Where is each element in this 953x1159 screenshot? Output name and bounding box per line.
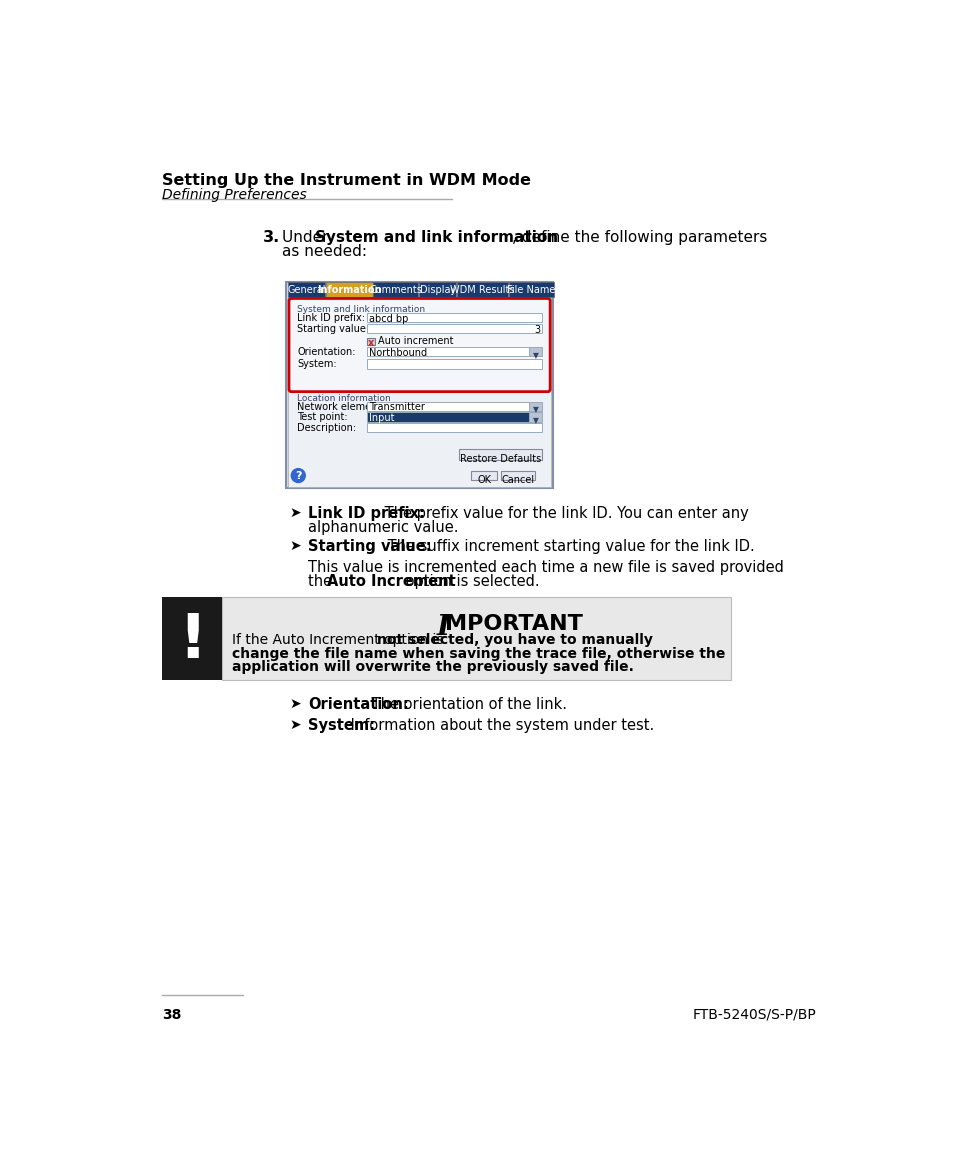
Text: File Name: File Name: [507, 285, 556, 296]
Text: Display: Display: [419, 285, 456, 296]
Text: ➤: ➤: [290, 719, 301, 732]
FancyBboxPatch shape: [458, 450, 542, 460]
Text: !: !: [177, 611, 206, 671]
FancyBboxPatch shape: [529, 413, 541, 422]
Text: ➤: ➤: [290, 698, 301, 712]
FancyBboxPatch shape: [529, 402, 541, 411]
Text: FTB-5240S/S-P/BP: FTB-5240S/S-P/BP: [692, 1007, 815, 1021]
Text: System and link information: System and link information: [297, 305, 425, 314]
Text: 3: 3: [534, 325, 539, 335]
Text: Location information: Location information: [297, 394, 391, 403]
FancyBboxPatch shape: [367, 359, 541, 369]
Text: The suffix increment starting value for the link ID.: The suffix increment starting value for …: [382, 539, 754, 554]
FancyBboxPatch shape: [289, 299, 550, 392]
FancyBboxPatch shape: [367, 323, 541, 333]
FancyBboxPatch shape: [367, 423, 541, 432]
Text: System and link information: System and link information: [315, 229, 558, 245]
Text: The prefix value for the link ID. You can enter any: The prefix value for the link ID. You ca…: [380, 506, 748, 522]
Text: Auto increment: Auto increment: [377, 336, 453, 347]
Text: System:: System:: [297, 359, 336, 370]
Text: Auto Increment: Auto Increment: [327, 574, 456, 589]
Text: Setting Up the Instrument in WDM Mode: Setting Up the Instrument in WDM Mode: [162, 173, 530, 188]
FancyBboxPatch shape: [529, 347, 541, 356]
Text: Starting value:: Starting value:: [297, 323, 369, 334]
Text: MPORTANT: MPORTANT: [445, 614, 582, 634]
FancyBboxPatch shape: [367, 402, 529, 411]
FancyBboxPatch shape: [326, 282, 373, 297]
FancyBboxPatch shape: [500, 471, 534, 480]
Text: Transmitter: Transmitter: [369, 402, 424, 413]
Text: OK: OK: [476, 475, 491, 484]
Text: Under: Under: [282, 229, 333, 245]
Text: Starting value:: Starting value:: [308, 539, 432, 554]
Text: Network element:: Network element:: [297, 402, 385, 411]
Text: ▼: ▼: [532, 351, 537, 359]
Text: , define the following parameters: , define the following parameters: [512, 229, 767, 245]
Text: This value is incremented each time a new file is saved provided: This value is incremented each time a ne…: [308, 560, 783, 575]
FancyBboxPatch shape: [367, 347, 529, 356]
Text: Defining Preferences: Defining Preferences: [162, 188, 306, 202]
Text: option is selected.: option is selected.: [400, 574, 538, 589]
Text: 38: 38: [162, 1007, 181, 1021]
Text: Description:: Description:: [297, 423, 356, 433]
Text: Information about the system under test.: Information about the system under test.: [346, 719, 654, 734]
Text: Information: Information: [316, 285, 381, 296]
FancyBboxPatch shape: [418, 282, 456, 297]
Text: ▼: ▼: [532, 416, 537, 425]
Text: as needed:: as needed:: [282, 243, 367, 258]
Text: the: the: [308, 574, 336, 589]
Text: Comments: Comments: [369, 285, 422, 296]
Text: Test point:: Test point:: [297, 413, 348, 422]
FancyBboxPatch shape: [222, 597, 731, 680]
Text: General: General: [287, 285, 326, 296]
Text: Cancel: Cancel: [500, 475, 534, 484]
Text: 3.: 3.: [262, 229, 279, 245]
Text: System:: System:: [308, 719, 375, 734]
Text: Orientation:: Orientation:: [297, 347, 355, 357]
FancyBboxPatch shape: [286, 282, 553, 488]
Text: Input: Input: [369, 414, 394, 423]
Text: Link ID prefix:: Link ID prefix:: [308, 506, 425, 522]
Text: Link ID prefix:: Link ID prefix:: [297, 313, 365, 323]
Text: ➤: ➤: [290, 539, 301, 553]
Text: I: I: [436, 614, 449, 641]
FancyBboxPatch shape: [367, 313, 541, 322]
FancyBboxPatch shape: [509, 282, 554, 297]
Text: If the Auto Increment option is: If the Auto Increment option is: [232, 633, 447, 647]
FancyBboxPatch shape: [367, 413, 529, 422]
Text: alphanumeric value.: alphanumeric value.: [308, 520, 458, 535]
Text: application will overwrite the previously saved file.: application will overwrite the previousl…: [232, 661, 633, 675]
FancyBboxPatch shape: [373, 282, 418, 297]
Text: WDM Results: WDM Results: [450, 285, 515, 296]
Text: ?: ?: [294, 471, 301, 481]
Text: The orientation of the link.: The orientation of the link.: [367, 698, 567, 713]
FancyBboxPatch shape: [288, 282, 325, 297]
Text: abcd bp: abcd bp: [369, 314, 408, 323]
FancyBboxPatch shape: [456, 282, 508, 297]
Text: not selected, you have to manually: not selected, you have to manually: [377, 633, 653, 647]
Text: Restore Defaults: Restore Defaults: [459, 454, 540, 464]
Text: x: x: [368, 337, 374, 348]
Text: ➤: ➤: [290, 506, 301, 520]
Text: change the file name when saving the trace file, otherwise the: change the file name when saving the tra…: [232, 647, 724, 661]
FancyBboxPatch shape: [471, 471, 497, 480]
FancyBboxPatch shape: [367, 337, 375, 345]
FancyBboxPatch shape: [162, 597, 222, 680]
Text: Orientation:: Orientation:: [308, 698, 409, 713]
FancyBboxPatch shape: [288, 298, 550, 487]
Text: ▼: ▼: [532, 406, 537, 415]
Text: Northbound: Northbound: [369, 348, 427, 358]
Circle shape: [291, 468, 305, 482]
